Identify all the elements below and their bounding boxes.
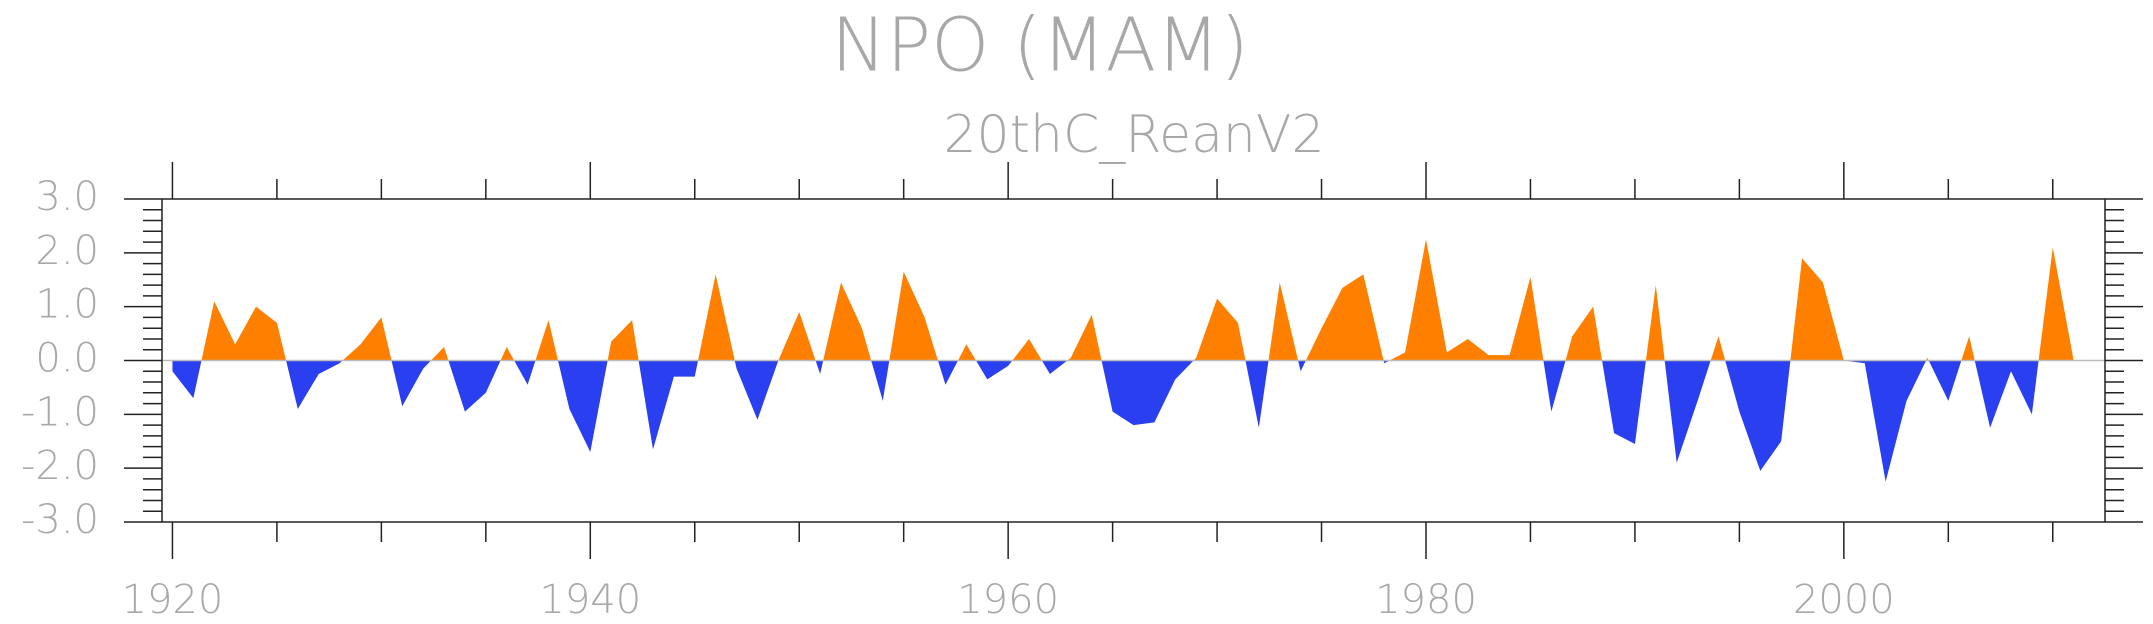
chart-title: NPO (MAM)	[831, 3, 1249, 89]
y-tick-label: -2.0	[21, 443, 99, 489]
y-tick-label: 0.0	[35, 336, 99, 382]
x-tick-label: 2000	[1793, 577, 1895, 623]
y-tick-label: 3.0	[35, 174, 99, 220]
chart-subtitle: 20thC_ReanV2	[943, 105, 1324, 165]
x-tick-label: 1920	[122, 577, 224, 623]
negative-area	[172, 360, 2074, 482]
x-tick-label: 1980	[1375, 577, 1477, 623]
positive-area	[172, 239, 2074, 361]
x-tick-label: 1960	[957, 577, 1059, 623]
x-tick-label: 1940	[539, 577, 641, 623]
y-tick-label: -3.0	[21, 497, 99, 543]
y-tick-label: 1.0	[35, 282, 99, 328]
y-tick-label: -1.0	[21, 389, 99, 435]
y-tick-label: 2.0	[35, 228, 99, 274]
